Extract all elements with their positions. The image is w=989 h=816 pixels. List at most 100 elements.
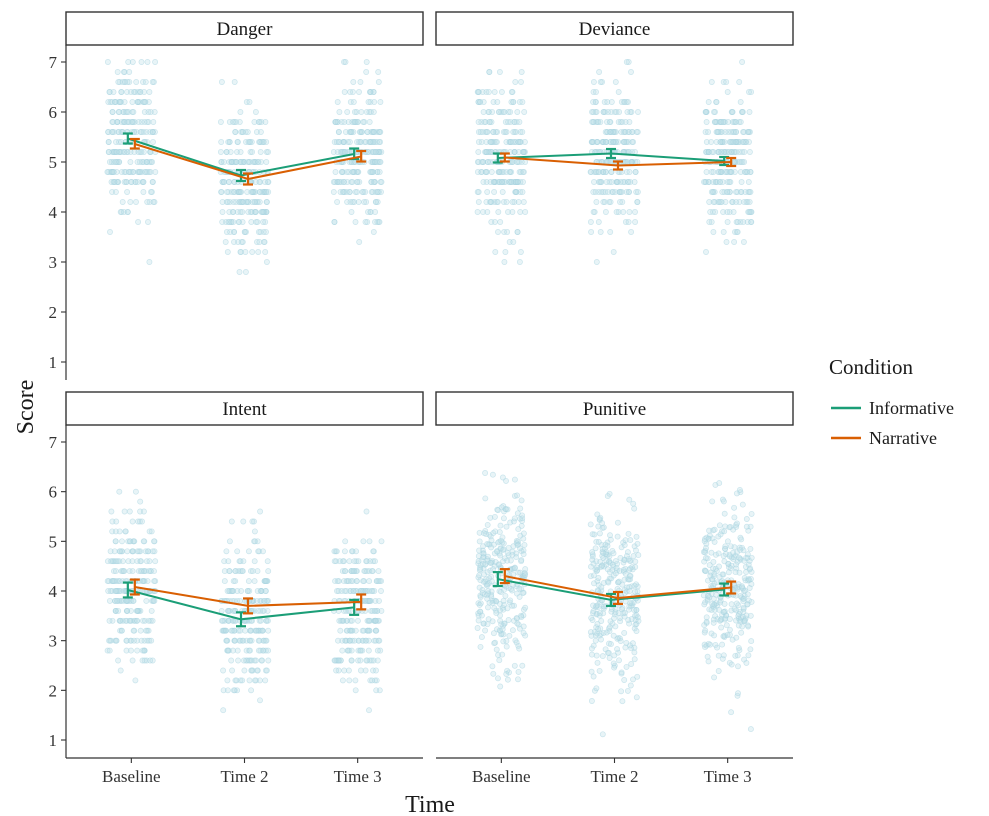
raw-point [710, 582, 717, 589]
raw-point [507, 597, 514, 604]
raw-point [259, 209, 266, 215]
raw-point [739, 109, 746, 115]
raw-point [248, 219, 255, 225]
raw-point [220, 667, 227, 674]
raw-point [513, 189, 520, 195]
raw-point [492, 639, 499, 646]
raw-point [618, 688, 625, 695]
raw-point [626, 209, 633, 215]
raw-point [240, 199, 246, 205]
raw-point [737, 119, 744, 125]
raw-point [522, 604, 529, 611]
raw-point [746, 199, 753, 205]
raw-point [265, 617, 271, 624]
raw-point [139, 647, 146, 654]
raw-point [477, 99, 484, 105]
raw-point [500, 515, 507, 522]
raw-point [226, 538, 233, 545]
raw-point [709, 601, 716, 607]
raw-point [709, 498, 716, 505]
raw-point [482, 495, 489, 502]
raw-point [113, 149, 120, 155]
raw-point [625, 59, 632, 65]
raw-point [123, 597, 130, 604]
raw-point [714, 129, 721, 135]
raw-point [476, 538, 483, 545]
raw-point [723, 622, 730, 629]
raw-point [710, 169, 717, 175]
raw-point [110, 119, 117, 125]
raw-point [599, 520, 606, 527]
raw-point [498, 504, 505, 511]
raw-point [115, 607, 122, 614]
y-tick-label-danger-4: 4 [49, 203, 58, 222]
raw-point [233, 199, 240, 205]
raw-point [710, 199, 717, 205]
raw-point [332, 657, 339, 664]
raw-point [134, 548, 141, 555]
raw-point [726, 149, 732, 155]
raw-point [148, 607, 155, 614]
raw-point [115, 79, 122, 85]
raw-point [147, 657, 154, 664]
raw-point [623, 553, 630, 560]
raw-point [116, 109, 123, 115]
raw-point [631, 505, 638, 512]
raw-point [612, 129, 619, 135]
x-tick-label-punitive-baseline: Baseline [472, 767, 531, 786]
raw-point [245, 578, 252, 585]
raw-point [630, 553, 637, 559]
raw-point [123, 179, 130, 185]
raw-point [505, 544, 512, 551]
raw-point [737, 99, 744, 105]
raw-point [495, 229, 501, 235]
raw-point [625, 530, 632, 537]
raw-point [142, 548, 149, 555]
raw-point [511, 199, 518, 205]
strip-intent: Intent [65, 391, 424, 426]
raw-point [134, 647, 141, 654]
raw-point [596, 179, 603, 185]
raw-point [707, 572, 714, 579]
raw-point [501, 229, 508, 235]
raw-point [746, 139, 752, 145]
raw-point [498, 537, 504, 544]
raw-point [710, 558, 717, 565]
raw-point [519, 589, 526, 596]
raw-point [615, 209, 622, 215]
raw-point [131, 637, 137, 644]
raw-point [612, 79, 619, 85]
raw-point [373, 687, 380, 694]
raw-point [504, 229, 511, 235]
raw-point [152, 59, 159, 65]
raw-point [488, 544, 495, 551]
raw-point [357, 79, 364, 85]
raw-point [717, 199, 724, 205]
raw-point [491, 189, 498, 195]
raw-point [516, 645, 523, 652]
raw-point [607, 641, 614, 648]
raw-point [248, 189, 255, 195]
raw-point [378, 588, 384, 594]
raw-point [218, 79, 225, 85]
raw-point [499, 626, 506, 633]
raw-point [728, 709, 735, 716]
raw-point [593, 259, 600, 265]
raw-point [354, 617, 361, 624]
raw-point [494, 548, 501, 555]
raw-point [246, 677, 253, 684]
raw-point [360, 578, 367, 585]
raw-point [254, 219, 261, 225]
raw-point [733, 490, 740, 497]
raw-point [224, 687, 231, 694]
raw-point [484, 521, 491, 528]
raw-point [366, 538, 373, 545]
raw-point [503, 638, 510, 644]
y-tick-label-intent-6: 6 [49, 483, 58, 502]
raw-point [244, 159, 251, 165]
raw-point [354, 189, 360, 195]
raw-point [113, 637, 120, 644]
raw-point [634, 199, 641, 205]
raw-point [105, 149, 112, 155]
raw-point [104, 59, 111, 65]
